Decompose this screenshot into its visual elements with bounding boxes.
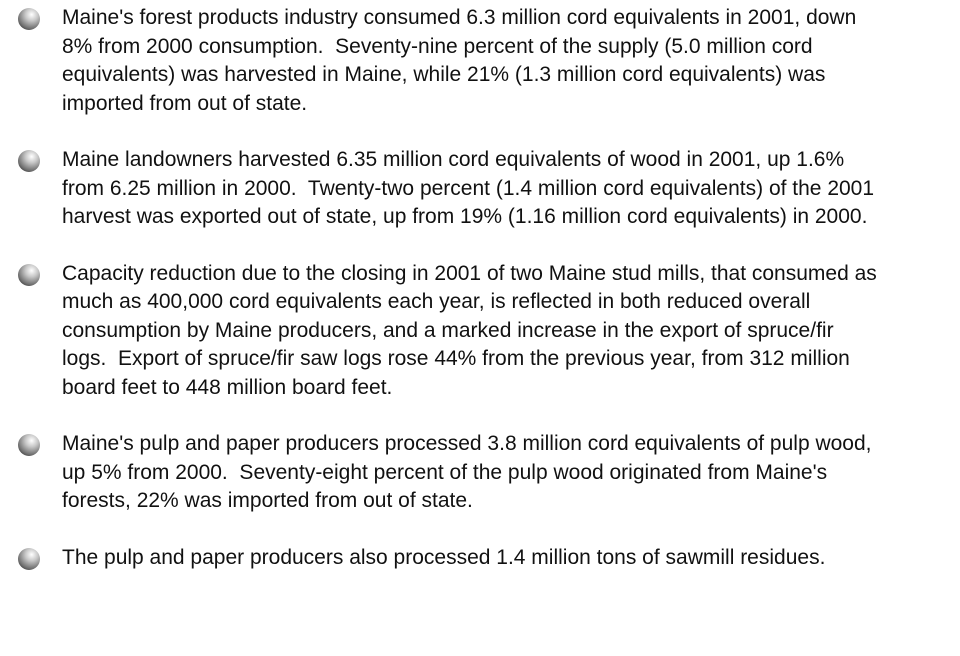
bullet-item: Capacity reduction due to the closing in…	[0, 260, 882, 403]
bullet-text: Capacity reduction due to the closing in…	[62, 261, 883, 399]
bullet-icon	[18, 150, 40, 172]
bullet-text: Maine's pulp and paper producers process…	[62, 432, 878, 512]
bullet-item: The pulp and paper producers also proces…	[0, 544, 882, 573]
bullet-list: Maine's forest products industry consume…	[0, 4, 882, 573]
bullet-icon	[18, 263, 40, 286]
bullet-item: Maine's pulp and paper producers process…	[0, 430, 882, 516]
bullet-text: The pulp and paper producers also proces…	[62, 545, 826, 569]
bullet-item: Maine landowners harvested 6.35 million …	[0, 146, 882, 232]
bullet-text: Maine's forest products industry consume…	[62, 6, 863, 115]
bullet-item: Maine's forest products industry consume…	[0, 4, 882, 118]
bullet-text: Maine landowners harvested 6.35 million …	[62, 148, 880, 228]
bullet-icon	[18, 434, 40, 456]
bullet-icon	[18, 8, 40, 30]
bullet-icon	[18, 547, 40, 570]
